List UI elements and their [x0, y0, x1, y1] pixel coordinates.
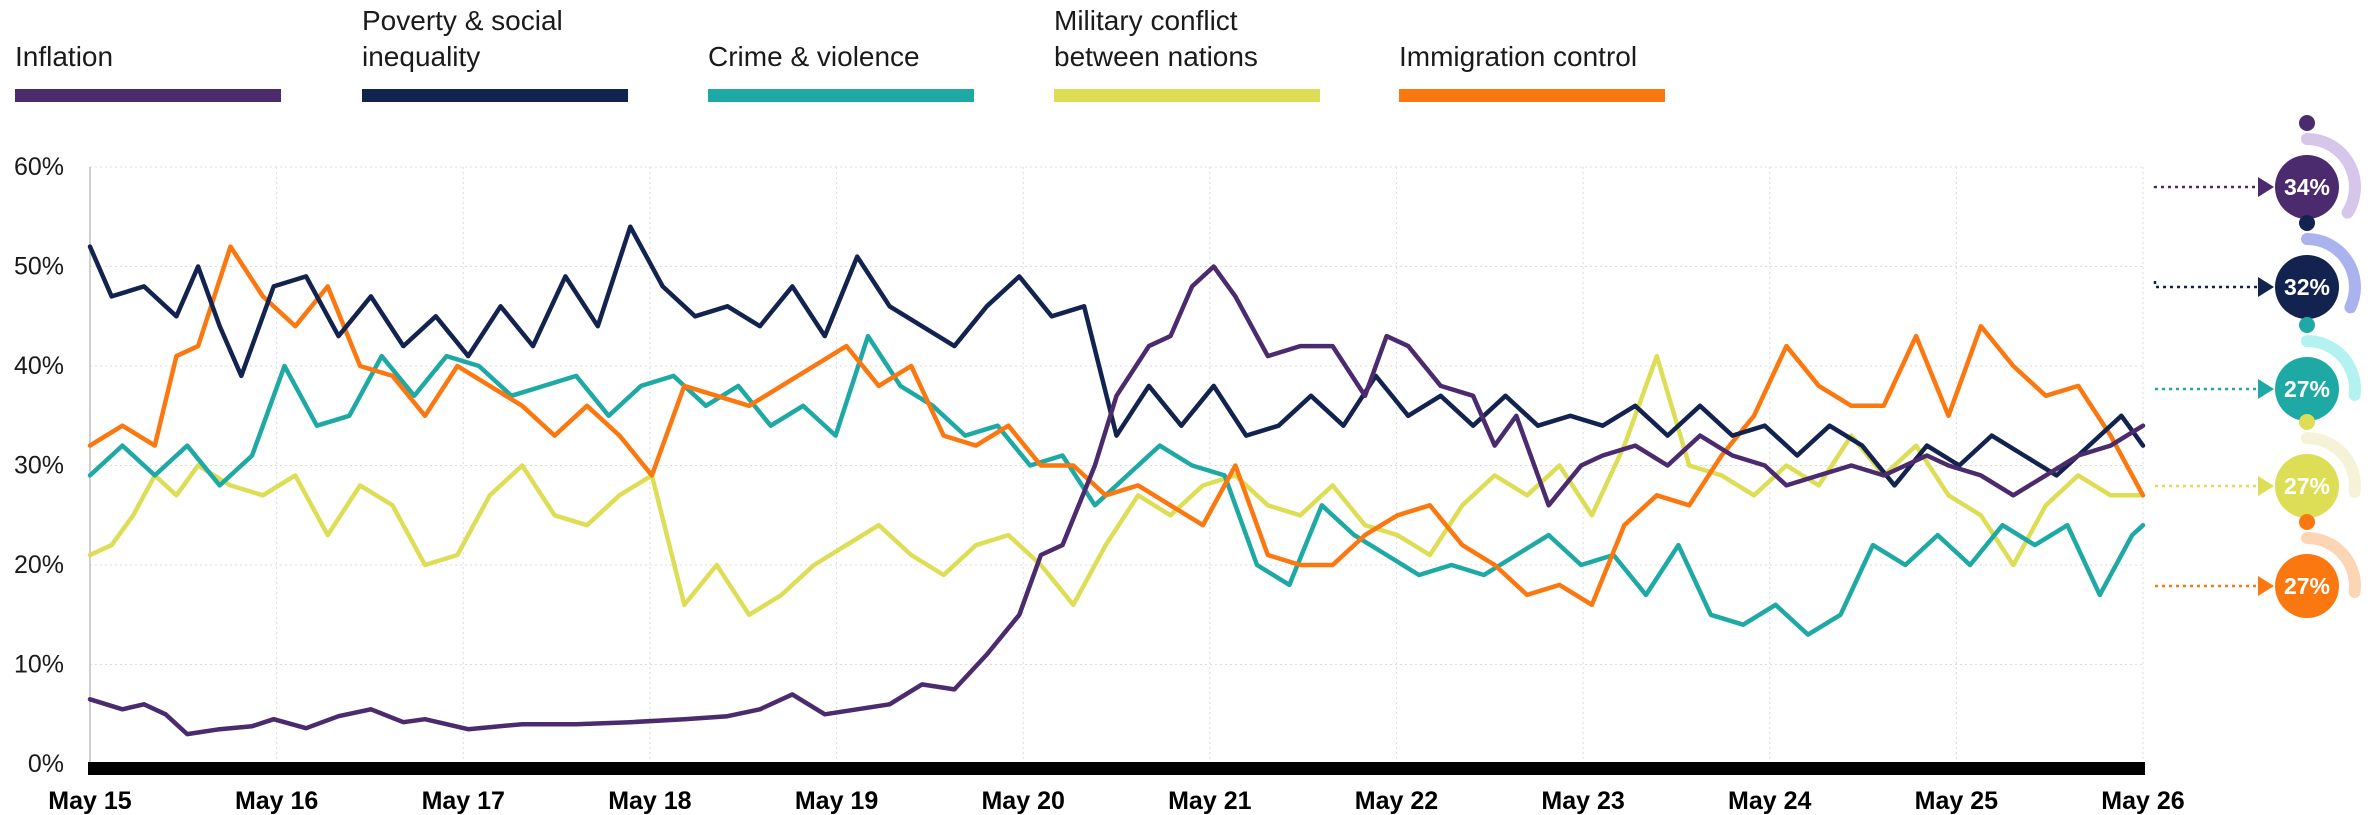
- legend-label: Immigration control: [1399, 41, 1637, 72]
- x-tick-label: May 25: [1915, 787, 1998, 815]
- value-badge: 34%: [2153, 115, 2361, 219]
- x-axis-base: [88, 762, 2145, 775]
- badge-label: 32%: [2284, 274, 2330, 300]
- x-tick-label: May 16: [235, 787, 318, 815]
- badge-connector: [2153, 185, 2258, 189]
- x-tick-label: May 17: [422, 787, 505, 815]
- legend-label: inequality: [362, 41, 480, 72]
- badge-ring: [2301, 133, 2361, 219]
- x-tick-label: May 22: [1355, 787, 1438, 815]
- x-tick-label: May 20: [981, 787, 1064, 815]
- x-tick-label: May 23: [1541, 787, 1624, 815]
- badge-arrow: [2258, 476, 2274, 496]
- badge-arrow: [2258, 177, 2274, 197]
- legend-item: Crime & violence: [708, 41, 974, 102]
- legend-swatch: [362, 89, 628, 102]
- legend-swatch: [1054, 89, 1320, 102]
- y-axis: 0% 10% 20% 30% 40% 50% 60%: [14, 153, 2145, 778]
- badge-label: 34%: [2284, 174, 2330, 200]
- badge-circle: [2275, 155, 2339, 219]
- legend-label: Inflation: [15, 41, 113, 72]
- series-line: [87, 264, 2146, 737]
- x-axis: May 15 May 16 May 17 May 18 May 19 May 20 May …: [48, 787, 2184, 815]
- badge-arrow: [2258, 277, 2274, 297]
- badge-ring: [2301, 432, 2361, 498]
- badge-circle: [2275, 255, 2339, 319]
- badge-ring: [2301, 335, 2361, 401]
- legend-swatch: [708, 89, 974, 102]
- legend-label: Military conflict: [1054, 5, 1238, 36]
- legend-item: Military conflict between nations: [1054, 5, 1320, 102]
- value-badge: 32%: [2153, 215, 2361, 319]
- x-tick-label: May 21: [1168, 787, 1251, 815]
- series-lines: [87, 224, 2146, 737]
- badge-dot: [2299, 414, 2315, 430]
- badge-dot: [2299, 514, 2315, 530]
- series-line: [87, 353, 2146, 618]
- badge-connector: [2153, 281, 2258, 289]
- value-badge: 27%: [2155, 317, 2361, 421]
- series-line: [87, 224, 2146, 488]
- value-badge: 27%: [2155, 514, 2361, 618]
- badge-dot: [2299, 115, 2315, 131]
- legend-item: Poverty & social inequality: [362, 5, 628, 102]
- value-badge: 27%: [2155, 414, 2361, 518]
- y-tick-label: 10%: [14, 651, 64, 679]
- legend: Inflation Poverty & social inequality Crime…: [15, 5, 1665, 102]
- legend-label: Crime & violence: [708, 41, 920, 72]
- badge-ring: [2301, 532, 2361, 598]
- legend-label: Poverty & social: [362, 5, 563, 36]
- legend-swatch: [1399, 89, 1665, 102]
- x-tick-label: May 24: [1728, 787, 1811, 815]
- y-tick-label: 30%: [14, 452, 64, 480]
- badge-ring: [2301, 233, 2361, 314]
- legend-item: Immigration control: [1399, 41, 1665, 102]
- y-tick-label: 60%: [14, 153, 64, 181]
- badge-label: 27%: [2284, 473, 2330, 499]
- x-tick-label: May 18: [608, 787, 691, 815]
- badge-arrow: [2258, 576, 2274, 596]
- legend-item: Inflation: [15, 41, 281, 102]
- series-line: [87, 244, 2146, 608]
- badge-circle: [2275, 454, 2339, 518]
- badge-dot: [2299, 215, 2315, 231]
- badge-label: 27%: [2284, 573, 2330, 599]
- badge-dot: [2299, 317, 2315, 333]
- x-tick-label: May 19: [795, 787, 878, 815]
- badge-circle: [2275, 554, 2339, 618]
- badge-circle: [2275, 357, 2339, 421]
- y-tick-label: 20%: [14, 551, 64, 579]
- x-tick-label: May 15: [48, 787, 131, 815]
- x-tick-label: May 26: [2101, 787, 2184, 815]
- y-tick-label: 50%: [14, 253, 64, 281]
- legend-label: between nations: [1054, 41, 1258, 72]
- badge-arrow: [2258, 379, 2274, 399]
- end-value-badges: 34% 32% 27% 27% 27%: [2153, 115, 2361, 618]
- y-tick-label: 0%: [28, 750, 64, 778]
- badge-label: 27%: [2284, 376, 2330, 402]
- series-line: [87, 333, 2146, 637]
- grid: [90, 166, 2144, 764]
- y-tick-label: 40%: [14, 352, 64, 380]
- legend-swatch: [15, 89, 281, 102]
